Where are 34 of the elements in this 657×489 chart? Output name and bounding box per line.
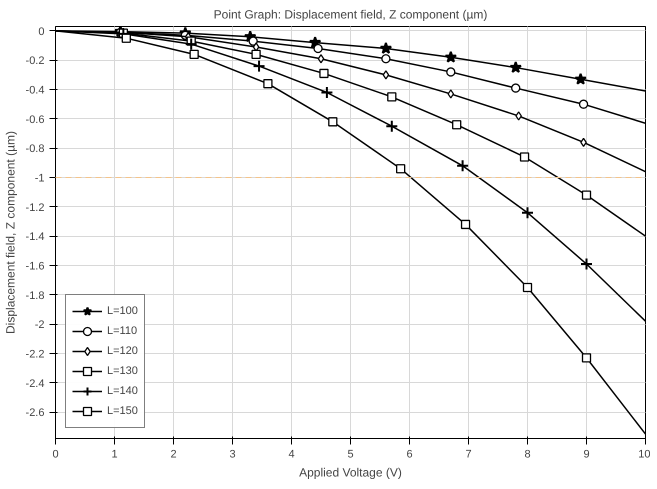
x-tick-label: 2	[170, 448, 177, 460]
y-tick-label: -0.2	[26, 55, 45, 68]
y-tick-label: -0.8	[26, 143, 45, 156]
y-tick-label: -2.4	[26, 378, 45, 390]
legend-label: L=120	[107, 345, 138, 357]
y-tick-label: -0.6	[26, 114, 45, 126]
y-tick-label: 0	[38, 26, 45, 38]
x-tick-label: 10	[638, 448, 651, 460]
legend-label: L=140	[107, 385, 138, 397]
x-tick-label: 4	[288, 448, 295, 460]
x-tick-label: 3	[229, 448, 236, 460]
x-tick-label: 0	[52, 448, 59, 460]
y-tick-label: -1.8	[26, 290, 45, 302]
x-tick-label: 7	[465, 448, 472, 460]
legend-label: L=100	[107, 305, 138, 317]
y-tick-label: -0.4	[26, 84, 45, 97]
y-tick-label: -2.2	[26, 348, 45, 360]
y-tick-label: -1	[34, 172, 44, 185]
x-tick-label: 8	[524, 448, 531, 460]
legend-label: L=110	[107, 325, 138, 337]
y-tick-label: -1.6	[26, 260, 45, 272]
x-tick-label: 1	[111, 448, 118, 460]
chart-title: Point Graph: Displacement field, Z component (µm)	[214, 8, 488, 22]
y-axis-title: Displacement field, Z component (µm)	[4, 130, 18, 334]
x-axis-title: Applied Voltage (V)	[299, 466, 402, 480]
x-tick-label: 9	[583, 448, 590, 460]
y-tick-label: -1.2	[26, 202, 45, 214]
y-tick-label: -1.4	[26, 231, 45, 244]
x-tick-label: 5	[347, 448, 354, 460]
x-tick-label: 6	[406, 448, 413, 460]
y-tick-label: -2.6	[26, 407, 45, 420]
y-tick-label: -2	[34, 319, 44, 332]
legend-label: L=150	[107, 405, 138, 417]
legend-label: L=130	[107, 365, 138, 377]
